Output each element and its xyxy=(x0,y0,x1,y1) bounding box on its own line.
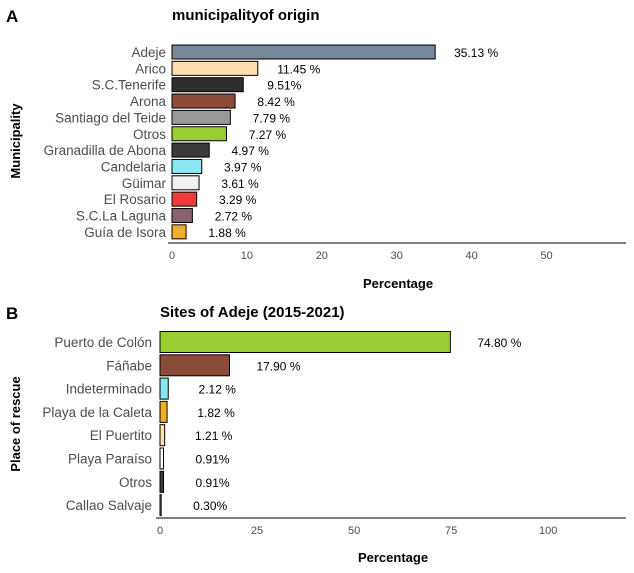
chart-b-x-tick-25: 25 xyxy=(251,525,263,537)
bar-candelaria xyxy=(171,158,203,174)
chart-b-x-tick-50: 50 xyxy=(348,525,360,537)
bar-s-c-la-laguna xyxy=(171,208,193,223)
category-label-el-rosario: El Rosario xyxy=(104,192,166,207)
panel-a-label: A xyxy=(6,7,18,26)
bar-guimar xyxy=(171,175,200,191)
data-label-playa-de-la-caleta: 1.82 % xyxy=(197,406,235,420)
bar-adeje xyxy=(171,44,436,60)
chart-a-x-tick-20: 20 xyxy=(316,250,328,262)
bar-playa-de-la-caleta xyxy=(159,400,168,423)
bar-otros xyxy=(159,470,165,493)
chart-b-x-ticks: 0 25 50 75 100 xyxy=(157,525,557,537)
category-label-playa-de-la-caleta: Playa de la Caleta xyxy=(42,405,152,420)
bar-guia-de-isora xyxy=(171,224,187,240)
data-label-santiago-del-teide: 7.79 % xyxy=(253,111,291,125)
category-label-arona: Arona xyxy=(130,94,167,109)
data-label-el-puertito: 1.21 % xyxy=(195,429,233,443)
data-label-el-rosario: 3.29 % xyxy=(219,193,257,207)
data-label-granadilla-de-abona: 4.97 % xyxy=(232,144,270,158)
data-label-fanabe: 17.90 % xyxy=(256,359,300,373)
chart-panel-b: B Sites of Adeje (2015-2021) Place of re… xyxy=(6,304,626,565)
chart-a-x-tick-10: 10 xyxy=(241,250,253,262)
chart-b-category-labels: Puerto de Colón Fáñabe Indeterminado Playa … xyxy=(42,335,152,513)
chart-b-data-labels: 74.80 % 17.90 % 2.12 % 1.82 % 1.21 % 0.91% 0.9… xyxy=(193,336,522,513)
chart-a-x-tick-0: 0 xyxy=(169,250,175,262)
bar-playa-paraiso xyxy=(159,447,165,470)
chart-a-y-axis-title: Municipality xyxy=(8,103,23,179)
chart-b-x-tick-100: 100 xyxy=(539,525,557,537)
chart-b-x-tick-75: 75 xyxy=(445,525,457,537)
chart-a-bars xyxy=(171,44,436,240)
bar-santiago-del-teide xyxy=(171,109,231,125)
category-label-santiago-del-teide: Santiago del Teide xyxy=(55,110,166,125)
category-label-fanabe: Fáñabe xyxy=(106,358,152,373)
chart-a-data-labels: 35.13 % 11.45 % 9.51% 8.42 % 7.79 % 7.27 % 4.9… xyxy=(208,46,498,240)
bar-fanabe xyxy=(159,354,230,377)
data-label-s-c-la-laguna: 2.72 % xyxy=(215,210,253,224)
category-label-adeje: Adeje xyxy=(131,45,166,60)
data-label-indeterminado: 2.12 % xyxy=(199,383,237,397)
bar-el-puertito xyxy=(159,424,166,447)
data-label-playa-paraiso: 0.91% xyxy=(196,453,230,467)
category-label-callao-salvaje: Callao Salvaje xyxy=(66,498,152,513)
chart-b-bars xyxy=(159,331,451,517)
chart-b-x-axis-title: Percentage xyxy=(358,550,428,565)
chart-a-x-axis-title: Percentage xyxy=(363,276,433,291)
data-label-candelaria: 3.97 % xyxy=(224,160,262,174)
category-label-s-c-la-laguna: S.C.La Laguna xyxy=(76,209,167,224)
chart-b-x-tick-0: 0 xyxy=(157,525,163,537)
bar-otros xyxy=(171,126,227,142)
category-label-indeterminado: Indeterminado xyxy=(66,382,152,397)
bar-granadilla-de-abona xyxy=(171,142,210,158)
bar-puerto-de-colon xyxy=(159,331,451,353)
bar-arico xyxy=(171,60,259,76)
bar-arona xyxy=(171,93,236,109)
bar-s-c-tenerife xyxy=(171,77,244,93)
chart-a-title: municipalityof origin xyxy=(172,7,320,24)
category-label-granadilla-de-abona: Granadilla de Abona xyxy=(44,143,167,158)
data-label-otros: 7.27 % xyxy=(249,128,287,142)
chart-b-y-axis-title: Place of rescue xyxy=(8,376,23,471)
data-label-guimar: 3.61 % xyxy=(221,177,259,191)
chart-a-x-tick-40: 40 xyxy=(466,250,478,262)
data-label-arico: 11.45 % xyxy=(277,62,320,76)
chart-a-x-tick-50: 50 xyxy=(540,250,552,262)
chart-a-x-ticks: 0 10 20 30 40 50 xyxy=(169,250,553,262)
data-label-arona: 8.42 % xyxy=(257,95,295,109)
category-label-arico: Arico xyxy=(135,61,166,76)
data-label-otros: 0.91% xyxy=(196,476,230,490)
category-label-guimar: Güimar xyxy=(122,176,167,191)
category-label-otros: Otros xyxy=(133,127,166,142)
category-label-otros: Otros xyxy=(119,475,152,490)
panel-b-label: B xyxy=(6,304,18,323)
category-label-s-c-tenerife: S.C.Tenerife xyxy=(92,78,166,93)
data-label-callao-salvaje: 0.30% xyxy=(193,499,227,513)
data-label-adeje: 35.13 % xyxy=(454,46,498,60)
category-label-puerto-de-colon: Puerto de Colón xyxy=(54,335,152,350)
data-label-guia-de-isora: 1.88 % xyxy=(208,226,246,240)
category-label-candelaria: Candelaria xyxy=(101,159,167,174)
bar-indeterminado xyxy=(159,377,169,400)
category-label-el-puertito: El Puertito xyxy=(90,428,152,443)
bar-el-rosario xyxy=(171,191,198,207)
data-label-puerto-de-colon: 74.80 % xyxy=(477,336,521,350)
chart-b-title: Sites of Adeje (2015-2021) xyxy=(160,304,345,321)
category-label-guia-de-isora: Guía de Isora xyxy=(84,225,166,240)
bar-callao-salvaje xyxy=(159,494,162,517)
chart-panel-a: A municipalityof origin Municipality Per… xyxy=(6,7,626,291)
category-label-playa-paraiso: Playa Paraíso xyxy=(68,452,152,467)
chart-a-x-tick-30: 30 xyxy=(391,250,403,262)
data-label-s-c-tenerife: 9.51% xyxy=(267,79,301,93)
